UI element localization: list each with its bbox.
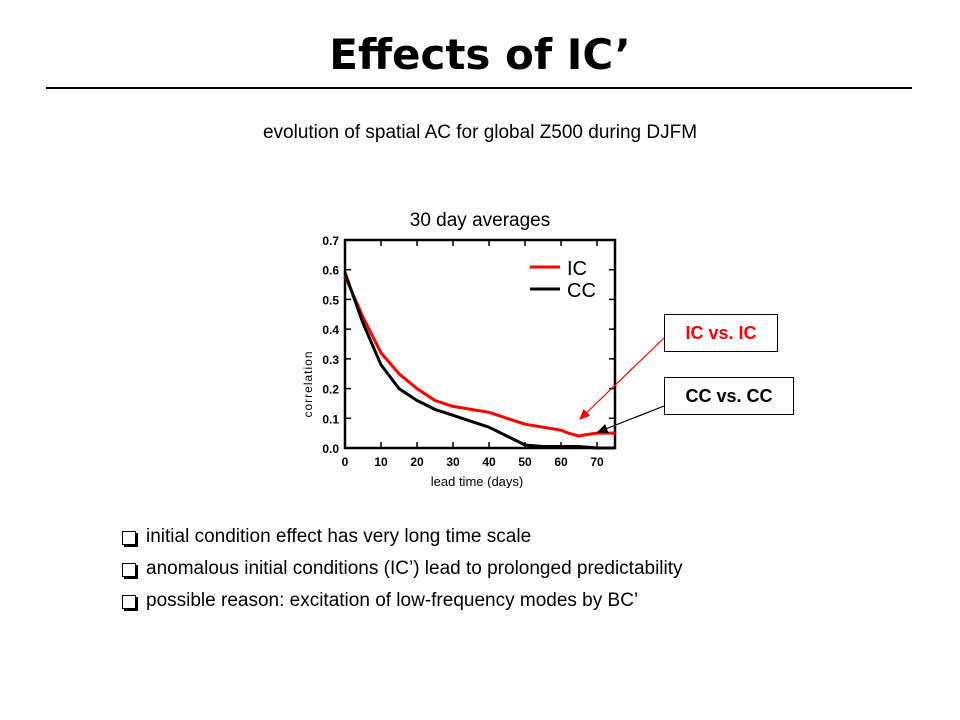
checkbox-bullet-icon	[122, 563, 136, 577]
cc-arrow	[598, 406, 664, 432]
checkbox-bullet-icon	[122, 531, 136, 545]
bullet-item: initial condition effect has very long t…	[122, 526, 922, 558]
ic-arrow	[580, 338, 664, 419]
bullet-text: initial condition effect has very long t…	[146, 526, 531, 548]
bullet-text: anomalous initial conditions (IC’) lead …	[146, 558, 683, 580]
bullet-list: initial condition effect has very long t…	[122, 526, 922, 622]
ic-callout-box: IC vs. IC	[664, 314, 778, 352]
bullet-item: anomalous initial conditions (IC’) lead …	[122, 558, 922, 590]
checkbox-bullet-icon	[122, 595, 136, 609]
bullet-item: possible reason: excitation of low-frequ…	[122, 590, 922, 622]
bullet-text: possible reason: excitation of low-frequ…	[146, 590, 638, 612]
cc-callout-box: CC vs. CC	[664, 377, 794, 415]
